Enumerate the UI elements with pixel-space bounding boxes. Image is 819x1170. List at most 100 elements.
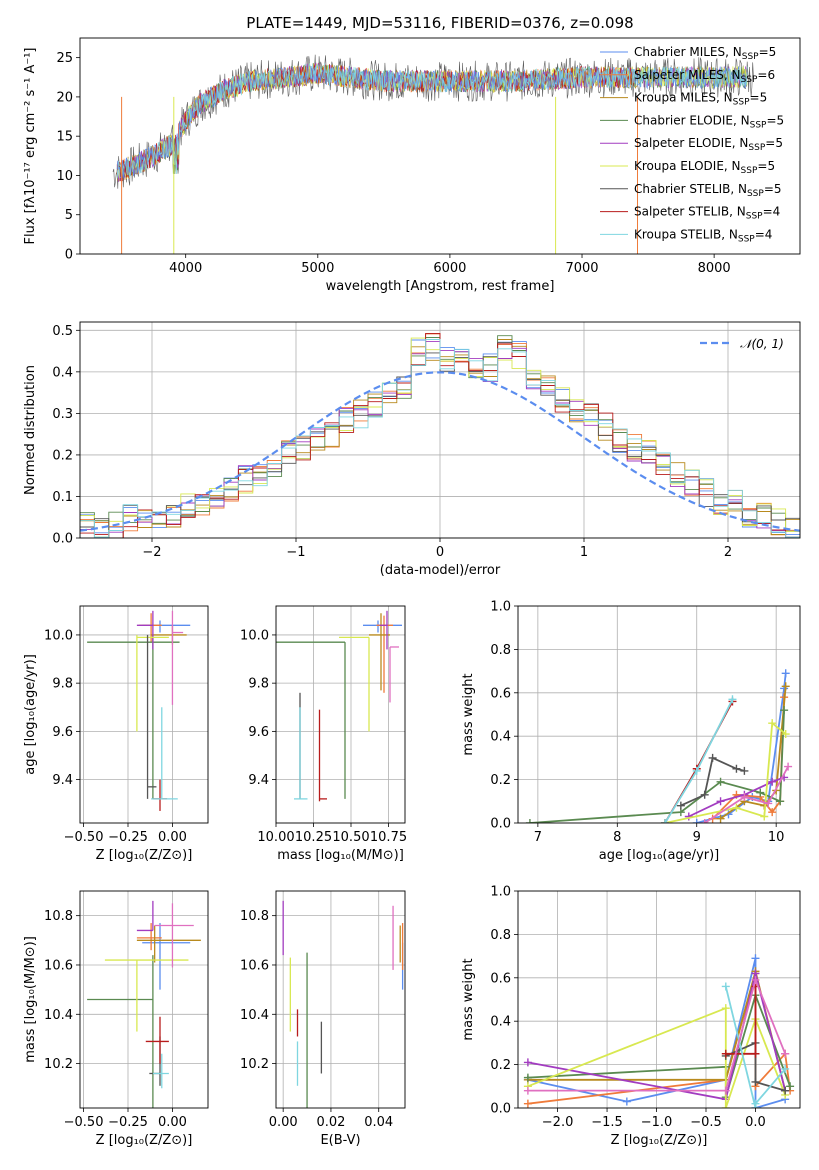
panels: 4000 5000 6000 7000 80000510152025wavelength… (23, 37, 801, 1148)
weight-marker (740, 766, 749, 775)
weight-line (527, 958, 786, 1108)
errorbar-point (104, 959, 189, 1032)
weight-marker (768, 808, 777, 817)
x-tick-label: 0.00 (269, 1115, 298, 1130)
y-axis-label: mass weight (461, 958, 476, 1040)
legend-entry: Kroupa STELIB, NSSP=4 (634, 227, 772, 244)
y-tick-label: 0.5 (52, 324, 73, 339)
panel-weight_vs_age: 7 8 9 10 0.0 0.2 0.4 0.6 0.8 1.0 age [log₁₀(age/yr… (461, 600, 801, 863)
x-tick-label: 10.25 (295, 830, 332, 845)
weight-marker (622, 1097, 631, 1106)
plot-area (80, 606, 208, 823)
weight-marker (784, 762, 793, 771)
y-axis-label: Flux [fλ10⁻¹⁷ erg cm⁻² s⁻¹ A⁻¹] (23, 48, 38, 245)
x-axis-label: Z [log₁₀(Z/Z⊙)] (611, 1133, 708, 1148)
weight-marker (756, 788, 765, 797)
weight-marker (716, 814, 725, 823)
errorbar-point (294, 707, 308, 800)
errorbar-point (142, 923, 191, 990)
y-tick-label: 15 (56, 130, 73, 145)
y-tick-label: 10.2 (44, 1057, 73, 1072)
axes-frame (79, 37, 801, 255)
x-tick-label: 8 (613, 830, 621, 845)
axes-frame (79, 321, 801, 539)
plot-area (80, 322, 800, 538)
legend-entry: Kroupa MILES, NSSP=5 (634, 91, 767, 108)
weight-marker (740, 792, 749, 801)
spectrum-line-kroupa-stelib (116, 62, 748, 181)
errorbar-point (389, 646, 399, 703)
errorbar-point (87, 634, 180, 799)
y-tick-label: 10.8 (240, 909, 269, 924)
plot-area (276, 606, 405, 823)
weight-marker (523, 1086, 532, 1095)
x-tick-label: −2.0 (542, 1115, 574, 1130)
plot-area (518, 606, 800, 823)
weight-marker (781, 1049, 790, 1058)
errorbar-point (142, 620, 191, 633)
y-tick-label: 25 (56, 51, 73, 66)
weight-marker (700, 790, 709, 799)
x-tick-label: 10 (768, 830, 785, 845)
x-axis-label: Z [log₁₀(Z/Z⊙)] (96, 1133, 193, 1148)
weight-line (527, 977, 787, 1092)
weight-marker (721, 982, 730, 991)
weight-marker (732, 764, 741, 773)
y-axis-label: mass [log₁₀(M/M⊙)] (23, 936, 38, 1063)
x-tick-label: −0.50 (64, 1115, 104, 1130)
plot-area (112, 54, 754, 254)
panel-mass_vs_ebv: 0.00 0.02 0.04 10.2 10.4 10.6 10.8 E(B-V) (240, 890, 406, 1148)
x-axis-label: wavelength [Angstrom, rest frame] (326, 279, 555, 294)
axes-frame (275, 605, 406, 824)
weight-marker (781, 730, 790, 739)
weight-marker (692, 819, 701, 823)
errorbar-point (145, 1016, 169, 1064)
weight-marker (676, 801, 685, 810)
x-tick-label: 7 (534, 830, 542, 845)
x-tick-label: 10.00 (257, 830, 294, 845)
errorbar-point (136, 923, 162, 951)
x-axis-label: (data-model)/error (380, 563, 501, 578)
weight-marker (716, 797, 725, 806)
weight-marker (781, 1064, 790, 1073)
weight-line (696, 673, 787, 823)
legend-entry: Salpeter ELODIE, NSSP=5 (634, 136, 783, 153)
weight-line (529, 710, 785, 823)
weight-marker (786, 1082, 795, 1091)
figure-title: PLATE=1449, MJD=53116, FIBERID=0376, z=0… (246, 14, 633, 32)
weight-line (527, 992, 791, 1098)
y-tick-label: 0.6 (490, 686, 511, 701)
x-tick-label: 0.0 (745, 1115, 766, 1130)
y-tick-label: 0.0 (52, 532, 73, 547)
plot-area (518, 891, 800, 1108)
x-axis-label: Z [log₁₀(Z/Z⊙)] (96, 848, 193, 863)
y-tick-label: 10.0 (44, 628, 73, 643)
legend-entry: Chabrier MILES, NSSP=5 (634, 45, 776, 62)
y-tick-label: 0.2 (490, 1058, 511, 1073)
y-tick-label: 9.8 (248, 677, 269, 692)
x-tick-label: 4000 (169, 261, 202, 276)
legend-entry: 𝒩(0, 1) (740, 337, 784, 351)
y-tick-label: 0.4 (490, 730, 511, 745)
panel-weight_vs_Z: −2.0 −1.5 −1.0 −0.5 0.0 0.0 0.2 0.4 0.6 0.8 1.0 Z [… (461, 885, 801, 1148)
weight-marker (768, 777, 777, 786)
y-tick-label: 5 (65, 208, 73, 223)
x-tick-label: −2 (142, 545, 161, 560)
legend-entry: Salpeter MILES, NSSP=6 (634, 68, 775, 85)
x-tick-label: 0 (436, 545, 444, 560)
weight-marker (525, 819, 534, 823)
x-tick-label: 5000 (301, 261, 334, 276)
errorbar-point (136, 634, 169, 732)
weight-marker (708, 753, 717, 762)
x-axis-label: mass [log₁₀(M/M⊙)] (277, 848, 404, 863)
y-tick-label: 10.0 (240, 628, 269, 643)
y-tick-label: 0.3 (52, 407, 73, 422)
x-tick-label: 0.02 (316, 1115, 345, 1130)
weight-marker (751, 975, 760, 984)
y-tick-label: 0.0 (490, 817, 511, 832)
errorbar-point (379, 610, 388, 650)
y-tick-label: 0.4 (490, 1015, 511, 1030)
y-tick-label: 9.8 (52, 677, 73, 692)
weight-marker (700, 819, 709, 823)
y-axis-label: mass weight (461, 673, 476, 755)
